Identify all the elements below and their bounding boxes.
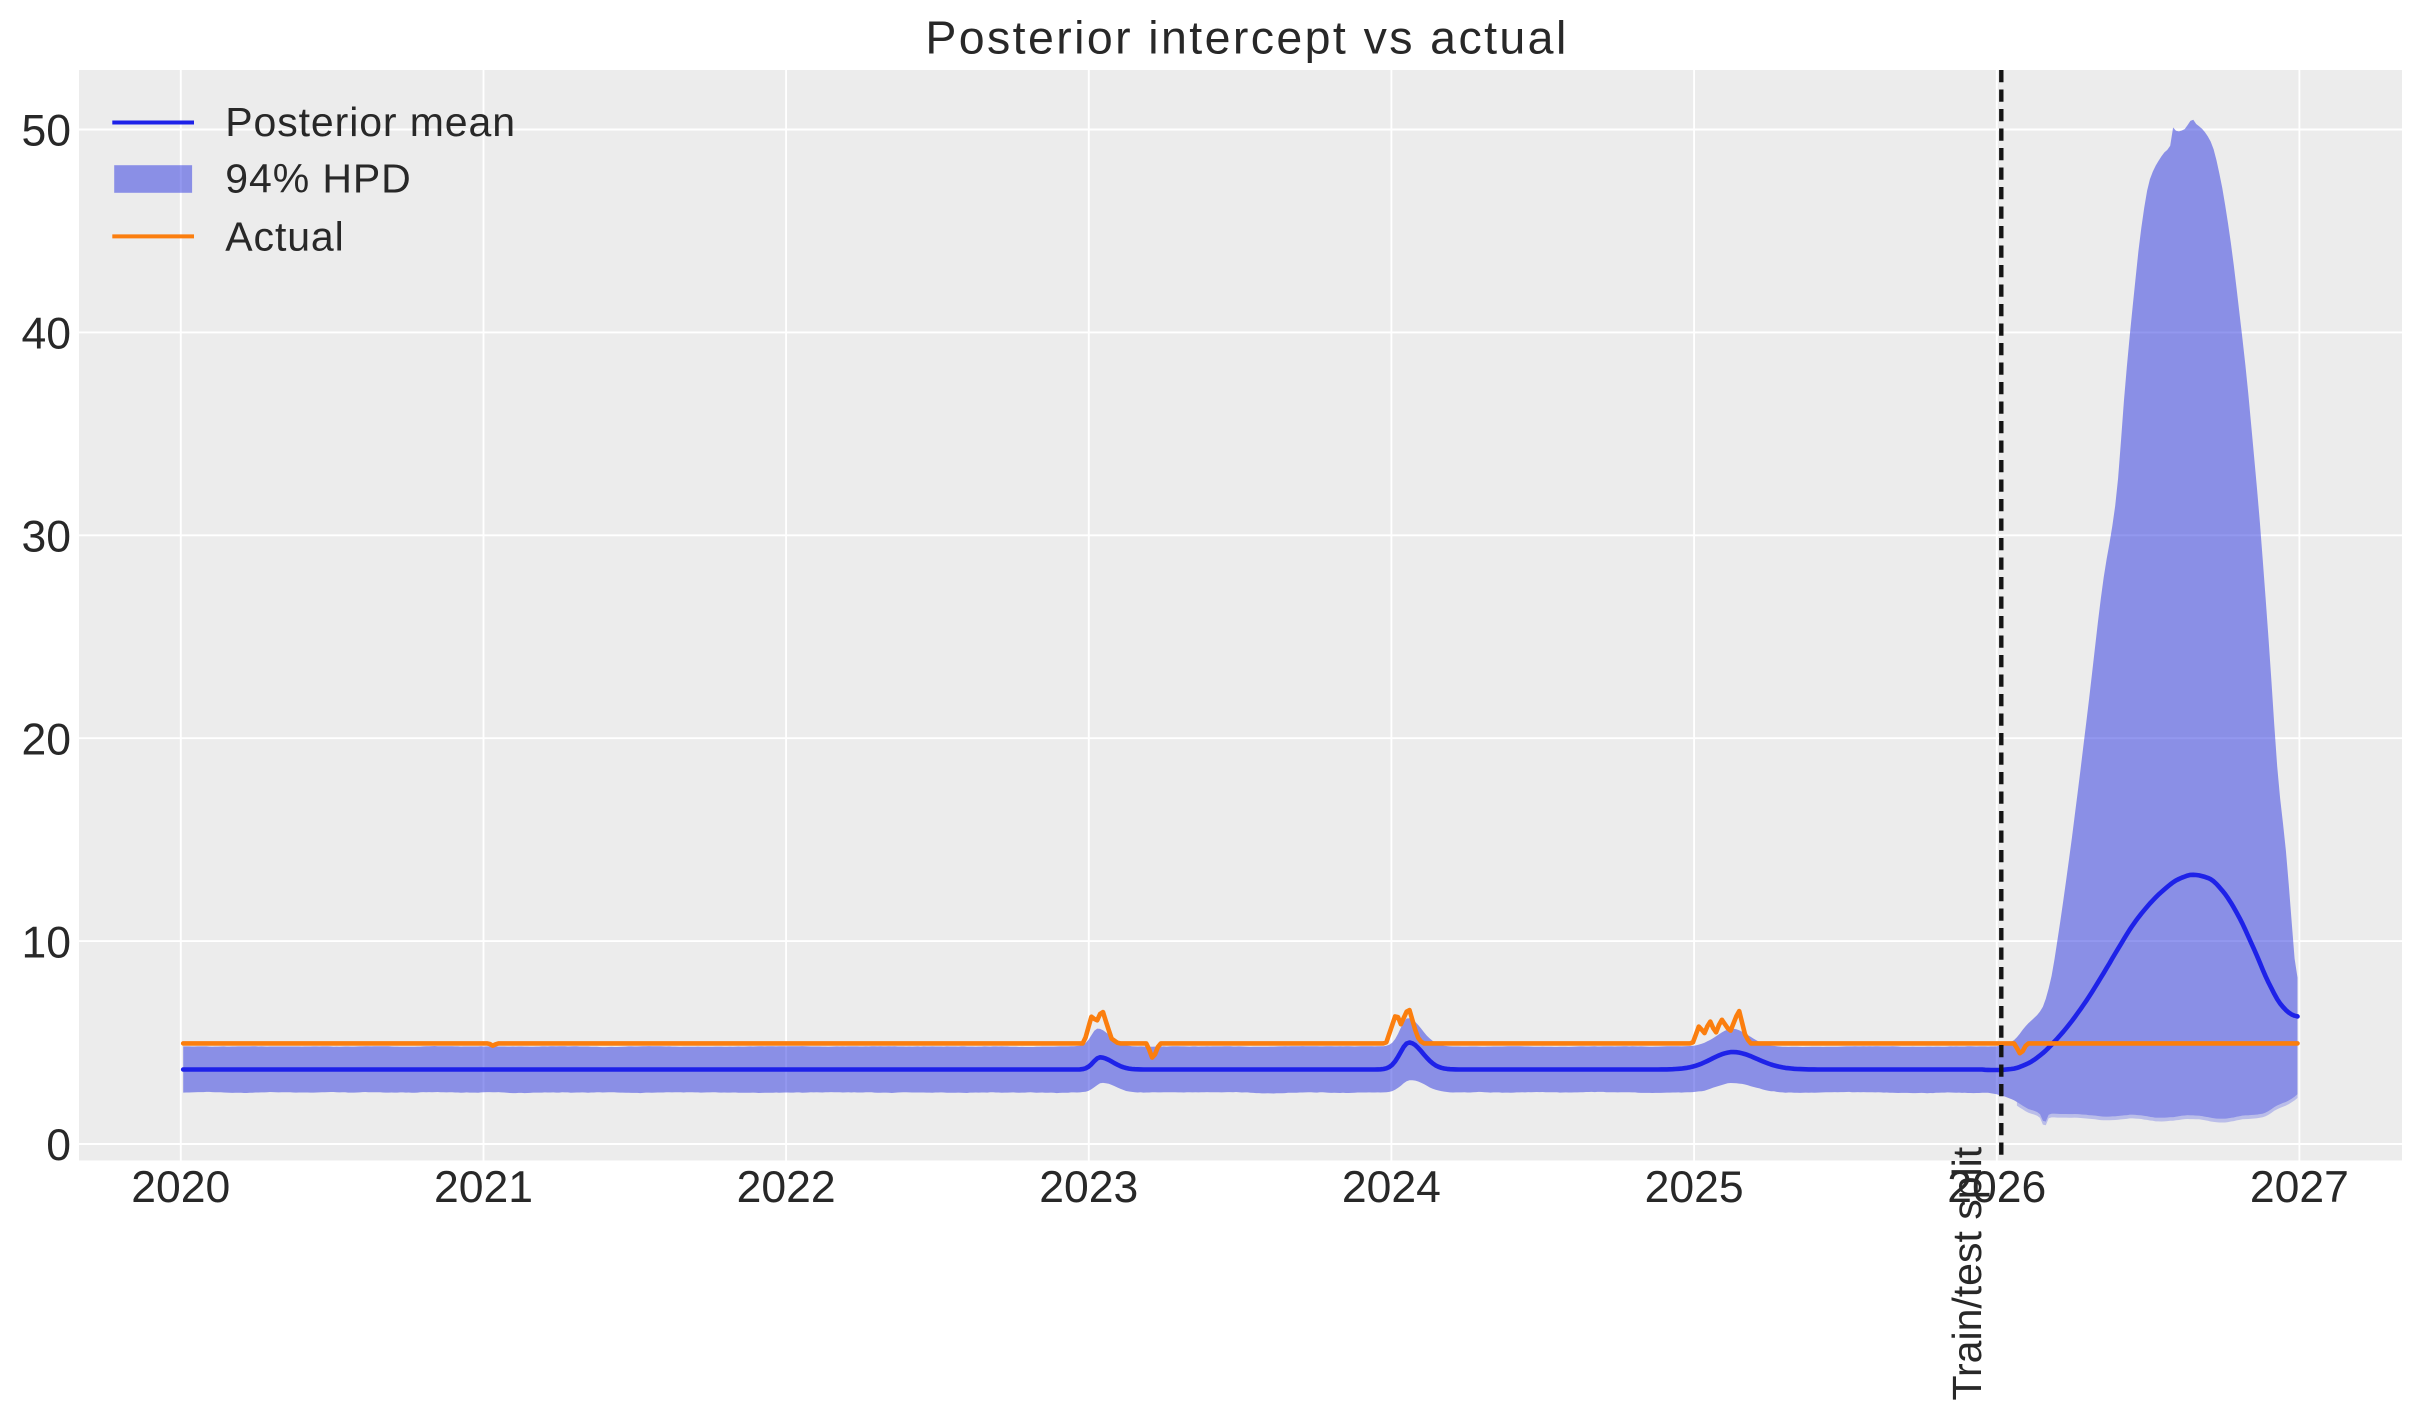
svg-text:50: 50 [22, 107, 72, 156]
svg-text:2027: 2027 [2250, 1163, 2349, 1212]
svg-text:0: 0 [46, 1121, 71, 1170]
svg-text:2026: 2026 [1947, 1163, 2046, 1212]
svg-text:40: 40 [22, 310, 72, 359]
svg-text:2023: 2023 [1039, 1163, 1138, 1212]
svg-text:Actual: Actual [225, 214, 344, 260]
svg-text:30: 30 [22, 513, 72, 562]
svg-text:Train/test split: Train/test split [1944, 1146, 1990, 1400]
svg-text:Posterior intercept vs actual: Posterior intercept vs actual [925, 12, 1568, 64]
svg-text:20: 20 [22, 715, 72, 764]
svg-text:Posterior mean: Posterior mean [225, 99, 516, 145]
svg-text:94% HPD: 94% HPD [225, 156, 411, 202]
svg-text:2021: 2021 [434, 1163, 533, 1212]
svg-text:2020: 2020 [131, 1163, 230, 1212]
svg-text:2025: 2025 [1645, 1163, 1744, 1212]
svg-text:2024: 2024 [1342, 1163, 1441, 1212]
svg-text:2022: 2022 [737, 1163, 836, 1212]
svg-text:10: 10 [22, 918, 72, 967]
